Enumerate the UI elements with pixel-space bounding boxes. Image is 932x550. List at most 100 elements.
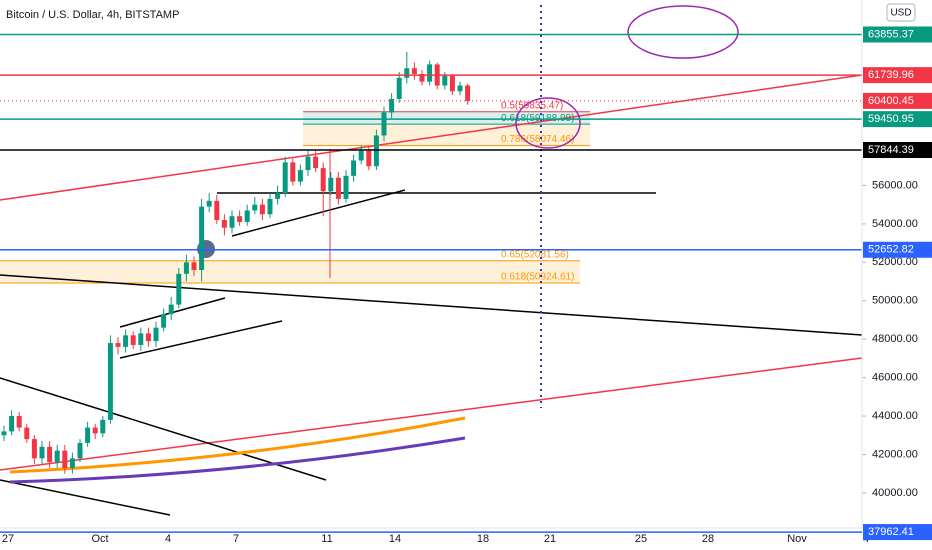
candle-body xyxy=(229,216,235,228)
x-tick-label: Oct xyxy=(91,533,108,545)
candle-body xyxy=(411,68,417,74)
y-tick-label: 52000.00 xyxy=(872,256,918,268)
x-tick-label: 28 xyxy=(702,533,714,545)
candle-body xyxy=(54,450,60,463)
candle-body xyxy=(465,85,471,101)
candle-body xyxy=(24,427,30,440)
y-tick-label: 56000.00 xyxy=(872,179,918,191)
candle-body xyxy=(419,73,425,82)
candle-body xyxy=(373,135,379,167)
trend-line xyxy=(231,189,406,237)
candle-body xyxy=(100,419,106,434)
price-label: 63855.37 xyxy=(868,28,914,40)
candle-body xyxy=(396,77,402,99)
x-tick-label: 25 xyxy=(635,533,647,545)
trend-line xyxy=(119,320,283,359)
trend-line xyxy=(0,357,863,471)
fib-label: 0.5(59835.47) xyxy=(501,100,563,111)
candle-body xyxy=(168,304,174,315)
candle-body xyxy=(328,177,334,192)
fib-label: 0.618(59188.98) xyxy=(501,113,574,124)
candle-body xyxy=(77,442,83,459)
price-label-box xyxy=(863,524,932,541)
price-label-box xyxy=(863,26,932,43)
price-label-box xyxy=(863,142,932,159)
price-label-box xyxy=(863,241,932,258)
y-tick-label: 44000.00 xyxy=(872,410,918,422)
candle-body xyxy=(47,446,53,463)
candle-body xyxy=(145,333,151,342)
candle-body xyxy=(313,156,319,169)
x-tick-label: 7 xyxy=(233,533,239,545)
candle-body xyxy=(366,150,372,167)
price-label-box xyxy=(863,92,932,109)
x-tick-label: Nov xyxy=(787,533,807,545)
x-tick-label: 27 xyxy=(2,533,14,545)
candle-body xyxy=(138,333,144,345)
fib-label: 0.786(58074.46) xyxy=(501,134,574,145)
x-tick-label: 4 xyxy=(165,533,171,545)
candle-body xyxy=(305,156,311,171)
price-label: 61739.96 xyxy=(868,69,914,81)
candle-body xyxy=(237,216,243,222)
price-label-box xyxy=(863,67,932,84)
candle-body xyxy=(31,439,37,459)
highlight-ellipse xyxy=(515,97,581,149)
candle-body xyxy=(297,170,303,182)
fib-label: 0.618(50924.61) xyxy=(501,272,574,283)
chart-title: Bitcoin / U.S. Dollar, 4h, BITSTAMP xyxy=(6,9,179,21)
candle-body xyxy=(320,168,326,192)
candles xyxy=(1,51,471,474)
price-label: 59450.95 xyxy=(868,113,914,125)
candle-body xyxy=(252,204,258,211)
candle-body xyxy=(9,416,15,432)
trend-line xyxy=(0,479,171,516)
candle-body xyxy=(389,98,395,113)
candle-body xyxy=(85,427,91,443)
y-tick-label: 48000.00 xyxy=(872,333,918,345)
candle-body xyxy=(107,343,113,420)
candle-body xyxy=(115,343,121,347)
candle-body xyxy=(176,273,182,305)
price-label: 57844.39 xyxy=(868,144,914,156)
candle-body xyxy=(161,314,167,328)
candle-body xyxy=(153,327,159,342)
y-tick-label: 54000.00 xyxy=(872,218,918,230)
candle-body xyxy=(404,68,410,78)
candle-body xyxy=(358,150,364,161)
candle-body xyxy=(275,193,281,199)
fib-label: 0.65(52081.56) xyxy=(501,249,569,260)
x-tick-label: 14 xyxy=(389,533,401,545)
x-tick-label: 11 xyxy=(321,533,332,545)
candle-body xyxy=(183,262,189,274)
price-lines xyxy=(0,33,862,533)
candle-body xyxy=(130,335,136,345)
moving-average xyxy=(9,416,466,474)
candle-body xyxy=(1,431,7,436)
candle-body xyxy=(335,177,341,199)
candle-body xyxy=(123,335,129,347)
price-label: 52652.82 xyxy=(868,244,914,256)
candle-body xyxy=(206,200,212,207)
y-tick-label: 46000.00 xyxy=(872,372,918,384)
candle-body xyxy=(214,200,220,221)
candle-body xyxy=(351,160,357,176)
x-tick-label: 21 xyxy=(544,533,556,545)
candle-body xyxy=(221,220,227,228)
candle-body xyxy=(39,446,45,459)
candle-body xyxy=(62,450,68,468)
grid xyxy=(862,184,866,494)
candle-body xyxy=(449,75,455,92)
candle-body xyxy=(457,85,463,92)
currency-box[interactable] xyxy=(886,3,916,22)
candle-body xyxy=(427,64,433,82)
candle-body xyxy=(290,162,296,182)
price-label: 60400.45 xyxy=(868,95,914,107)
moving-average xyxy=(9,436,466,484)
price-label: 37962.41 xyxy=(868,526,914,538)
candle-body xyxy=(244,210,250,222)
currency[interactable]: USD xyxy=(890,8,911,19)
candle-body xyxy=(442,75,448,86)
